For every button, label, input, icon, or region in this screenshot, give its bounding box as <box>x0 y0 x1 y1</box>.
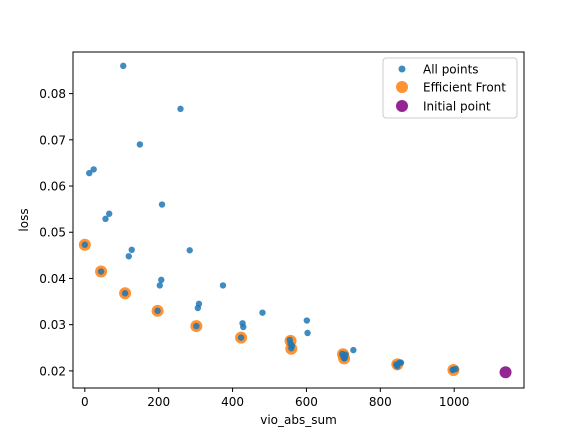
all-points-marker <box>186 247 193 254</box>
all-points-marker <box>452 365 459 373</box>
all-points-marker <box>128 246 135 254</box>
all-points-marker <box>102 215 109 223</box>
x-tick-label: 1000 <box>439 395 470 409</box>
all-points-marker <box>219 282 227 289</box>
x-tick-label: 0 <box>81 395 89 409</box>
legend-box <box>382 57 518 119</box>
x-tick-label: 800 <box>369 395 392 409</box>
all-points-series <box>81 62 459 374</box>
y-tick-label: 0.07 <box>39 133 66 147</box>
legend-marker-initial-point <box>396 100 408 112</box>
all-points-marker <box>81 241 89 248</box>
all-points-marker <box>342 351 349 358</box>
all-points-marker <box>121 290 129 297</box>
y-tick-label: 0.04 <box>39 272 66 286</box>
all-points-marker <box>97 268 105 275</box>
all-points-marker <box>193 322 200 330</box>
initial-point-marker <box>499 366 512 379</box>
all-points-marker <box>259 309 266 316</box>
all-points-marker <box>125 253 132 260</box>
legend-label-all-points: All points <box>423 63 479 77</box>
legend-label-initial-point: Initial point <box>423 100 491 114</box>
legend-marker-efficient-front <box>396 81 408 93</box>
y-tick-label: 0.06 <box>39 180 66 194</box>
all-points-marker <box>303 317 311 324</box>
x-tick-label: 200 <box>147 395 170 409</box>
y-tick-label: 0.05 <box>39 226 66 240</box>
y-tick-label: 0.02 <box>39 364 66 378</box>
all-points-marker <box>105 210 113 217</box>
all-points-marker <box>158 276 165 284</box>
all-points-marker <box>120 62 127 70</box>
legend-marker-all-points <box>398 65 406 73</box>
x-axis-label: vio_abs_sum <box>260 413 337 427</box>
x-axis: 0 200 400 600 800 1000 <box>81 388 469 409</box>
legend: All points Efficient Front Initial point <box>382 57 518 119</box>
y-axis: 0.02 0.03 0.04 0.05 0.06 0.07 0.08 <box>39 87 73 378</box>
y-tick-label: 0.08 <box>39 87 66 101</box>
all-points-marker <box>177 105 184 113</box>
all-points-marker <box>154 307 161 315</box>
all-points-marker <box>304 329 311 337</box>
all-points-marker <box>136 141 144 148</box>
legend-label-efficient-front: Efficient Front <box>423 81 506 95</box>
x-tick-label: 400 <box>221 395 244 409</box>
all-points-marker <box>288 342 296 350</box>
plot-frame <box>72 51 525 389</box>
y-tick-label: 0.03 <box>39 318 66 332</box>
all-points-marker <box>350 346 357 354</box>
all-points-marker <box>156 282 164 289</box>
y-axis-label: loss <box>17 208 31 231</box>
all-points-marker <box>90 166 97 173</box>
all-points-marker <box>158 201 166 208</box>
all-points-marker <box>195 300 203 308</box>
all-points-marker <box>237 334 245 341</box>
initial-point-series <box>499 366 512 379</box>
all-points-marker <box>397 359 405 366</box>
all-points-marker <box>86 169 93 177</box>
x-tick-label: 600 <box>295 395 318 409</box>
all-points-marker <box>240 323 247 331</box>
